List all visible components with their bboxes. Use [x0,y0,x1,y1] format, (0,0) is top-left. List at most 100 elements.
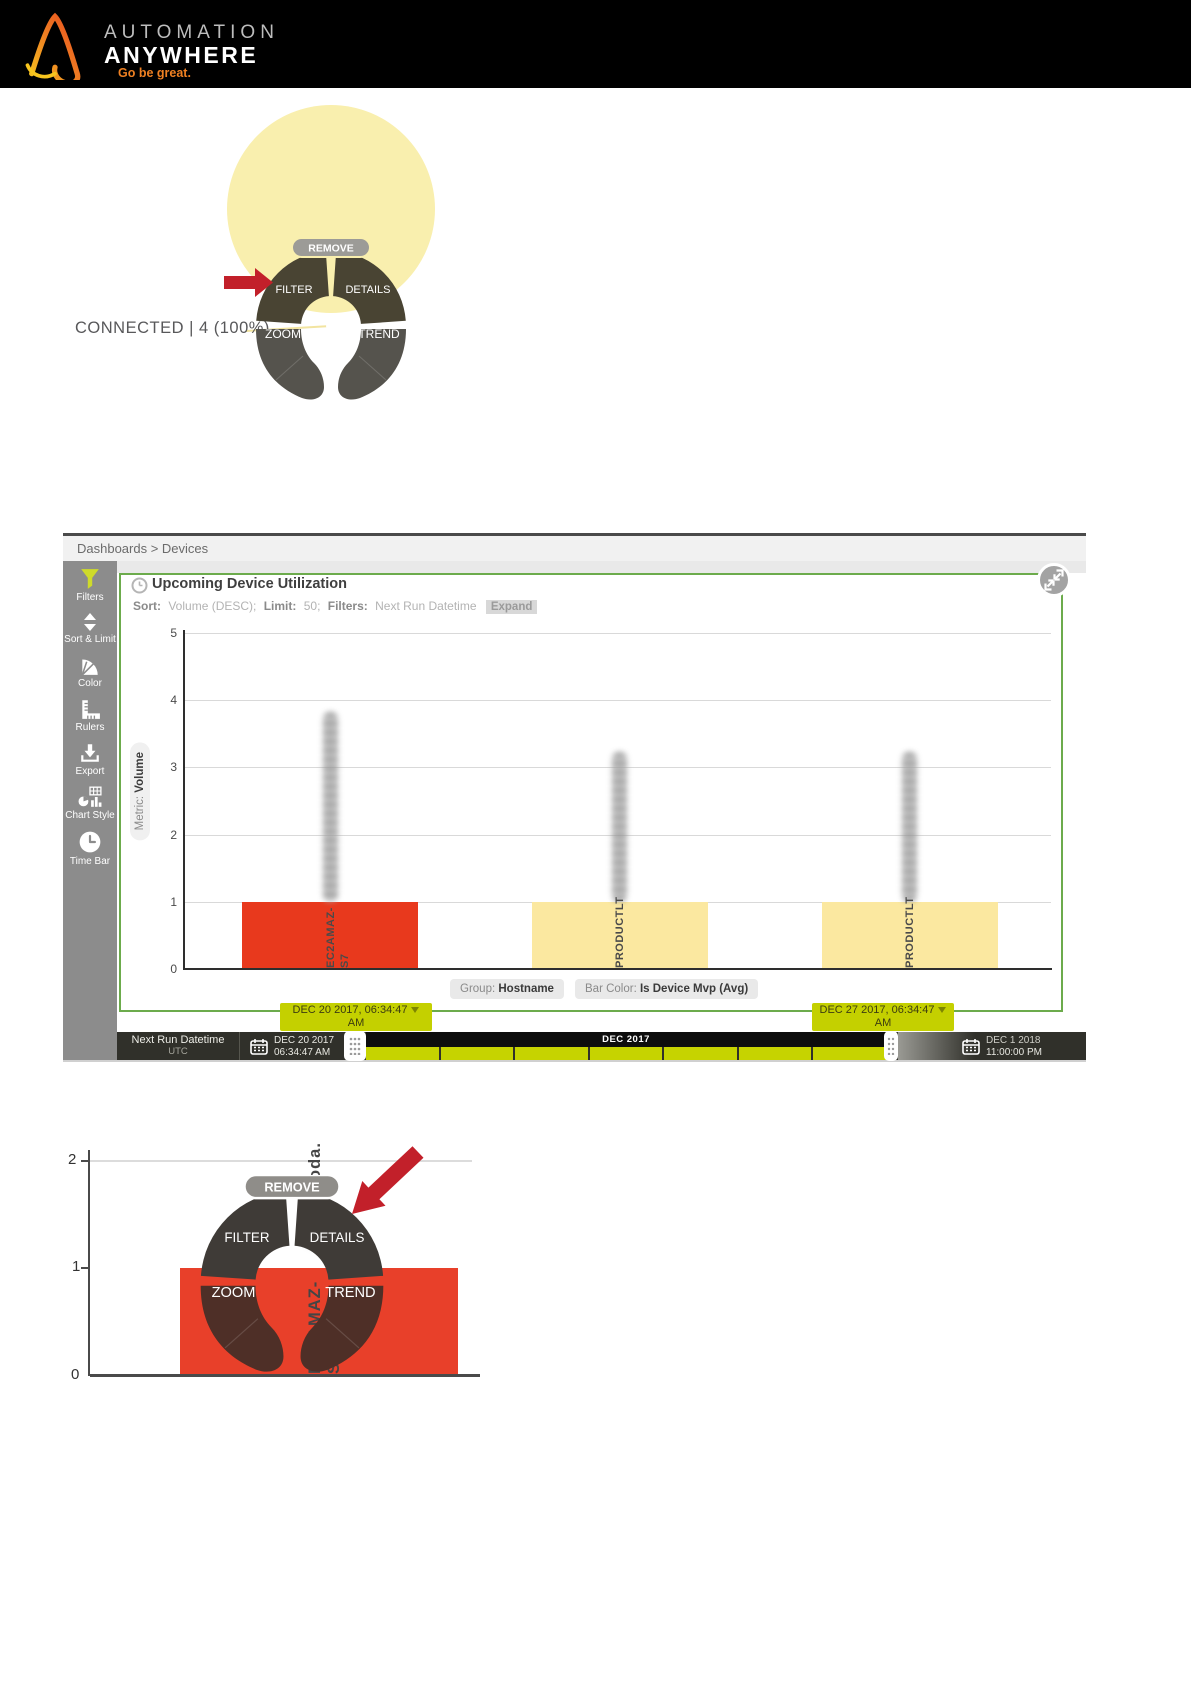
metric-axis-pill: Metric: Volume [130,742,150,841]
timeline-right-drag-handle[interactable] [884,1031,898,1061]
bar-productlt-1[interactable] [532,902,708,968]
gridline-5 [184,633,1051,634]
sidebar-item-color[interactable]: Color [78,654,102,689]
bf-tickmark [81,1160,89,1162]
collapse-arrows-icon [1044,569,1064,591]
lobe-seam [325,1318,360,1349]
bf-gridline-2 [90,1160,472,1162]
timeline-cell[interactable] [736,1047,812,1060]
calendar-icon[interactable] [962,1038,980,1055]
radial-context-menu-bottom: REMOVE FILTER DETAILS ZOOM TREND [200,1175,384,1372]
bar-ec2amaz[interactable] [242,902,418,968]
lobe-seam [358,355,387,381]
brand-line-automation: AUTOMATION [104,22,279,43]
bar-productlt-2[interactable] [822,902,998,968]
widget-title: Upcoming Device Utilization [152,576,347,592]
automation-anywhere-logo-icon [25,12,81,80]
menu-filter-wedge[interactable] [256,251,329,324]
timeline-left-drag-handle[interactable] [344,1031,366,1061]
end-time: 11:00:00 PM [986,1047,1042,1058]
menu-details-wedge[interactable] [333,251,406,324]
breadcrumb[interactable]: Dashboards > Devices [63,536,1086,561]
timeline-cell[interactable] [811,1047,886,1060]
time-bar-field[interactable]: Next Run Datetime UTC [117,1032,240,1060]
y-tick-5: 5 [170,626,177,640]
sort-label: Sort: [133,599,161,613]
sort-icon [84,613,96,631]
menu-zoom-lobe[interactable] [256,329,324,400]
bar-color-label: Bar Color: [585,983,640,995]
lobe-seam [275,355,304,381]
menu-filter-label: FILTER [275,284,312,296]
radial-context-menu: REMOVE FILTER DETAILS ZOOM TREND [256,238,406,400]
sidebar-item-time-bar[interactable]: Time Bar [70,830,110,867]
range-start-callout[interactable]: DEC 20 2017, 06:34:47 AM [280,1003,432,1031]
timeline-period-strip[interactable]: DEC 2017 [366,1032,886,1047]
timeline-selected-range[interactable] [366,1047,886,1060]
bf-y-tick-2: 2 [68,1151,77,1168]
time-bar-timezone: UTC [168,1046,188,1057]
donut-slice-label: CONNECTED | 4 (100%) [75,319,270,337]
blurred-hostname-text [902,752,917,902]
sidebar-item-sort-limit[interactable]: Sort & Limit [64,612,116,645]
bar-label: EC2AMAZ-S7 [325,907,351,968]
menu-details-wedge[interactable] [294,1191,384,1280]
sidebar-item-label: Export [75,766,105,777]
grip-dots-icon [887,1037,895,1055]
expand-button[interactable]: Expand [485,600,538,614]
collapse-widget-button[interactable] [1036,562,1072,598]
dropdown-icon[interactable] [938,1007,947,1014]
timeline-cell[interactable] [662,1047,737,1060]
bf-y-axis-line [88,1150,90,1376]
group-pill: Group: Hostname [450,979,564,999]
sidebar-item-chart-style[interactable]: Chart Style [65,786,115,821]
sidebar-item-label: Sort & Limit [64,634,116,645]
time-bar-start: DEC 20 2017 06:34:47 AM [274,1035,334,1059]
calendar-icon[interactable] [250,1038,268,1055]
filters-label: Filters: [327,599,368,613]
top-header-bar: AUTOMATION ANYWHERE Go be great. [0,0,1191,88]
widget-clock-icon [131,577,148,594]
dashboard-sidebar: Filters Sort & Limit Color Rulers [63,561,117,1060]
menu-trend-label: TREND [358,327,400,341]
timeline-cell[interactable] [366,1047,439,1060]
range-start-datetime: DEC 20 2017, 06:34:47 [292,1004,408,1016]
y-tick-2: 2 [170,828,177,842]
dropdown-icon[interactable] [411,1007,420,1014]
timeline-cell[interactable] [587,1047,663,1060]
chart-style-icon [78,786,102,807]
annotation-arrow-icon [224,268,273,297]
menu-zoom-label: ZOOM [212,1285,256,1301]
menu-center-dot [326,321,336,331]
timeline-cell[interactable] [438,1047,514,1060]
menu-trend-lobe[interactable] [338,329,406,400]
group-label: Group: [460,983,499,995]
menu-remove-pill[interactable] [291,238,371,258]
sidebar-item-export[interactable]: Export [75,742,105,777]
timeline-cell[interactable] [513,1047,588,1060]
sort-value: Volume (DESC); [168,599,257,613]
y-tick-4: 4 [170,693,177,707]
widget-subtitle: Sort: Volume (DESC); Limit: 50; Filters:… [133,599,538,614]
sidebar-item-rulers[interactable]: Rulers [76,698,104,733]
dashboard-top-border [63,533,1086,536]
range-end-callout[interactable]: DEC 27 2017, 06:34:47 AM [812,1003,954,1031]
menu-remove-pill[interactable] [243,1175,341,1200]
bf-y-tick-1: 1 [72,1258,81,1275]
filter-funnel-icon [81,569,99,589]
range-start-meridiem: AM [347,1017,365,1029]
rulers-icon [82,700,100,719]
export-download-icon [81,744,99,762]
limit-value: 50; [303,599,321,613]
menu-zoom-lobe[interactable] [200,1285,284,1372]
menu-trend-lobe[interactable] [300,1285,384,1372]
filters-value: Next Run Datetime [375,599,477,613]
menu-filter-wedge[interactable] [200,1191,290,1280]
time-bar-end: DEC 1 2018 11:00:00 PM [986,1035,1042,1059]
brand-tagline: Go be great. [118,66,191,80]
sidebar-item-filters[interactable]: Filters [76,568,104,603]
menu-zoom-label: ZOOM [265,327,301,341]
sidebar-item-label: Filters [76,592,104,603]
y-tick-3: 3 [170,760,177,774]
